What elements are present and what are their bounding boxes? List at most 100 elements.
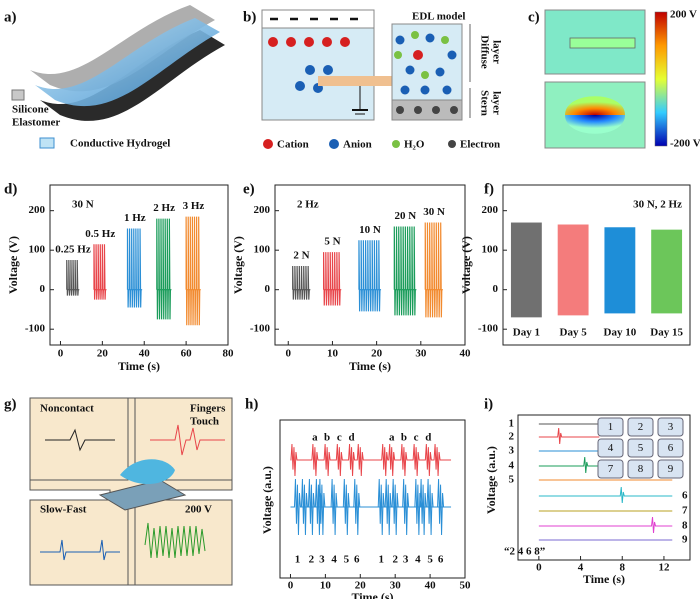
application-illustration [29, 397, 233, 586]
key [597, 438, 624, 458]
key-label: 2 [638, 421, 644, 433]
key-label: 1 [608, 421, 614, 433]
key [627, 459, 654, 479]
key [597, 459, 624, 479]
key-trace [538, 456, 600, 474]
voltage-burst [604, 227, 636, 314]
plot-frame [274, 184, 466, 346]
voltage-burst [510, 222, 542, 318]
panel-label: a) [4, 9, 17, 25]
hydrogel-illustration [30, 5, 225, 121]
x-tick-label: 20 [355, 580, 367, 592]
plot-frame [279, 419, 466, 579]
legend-label: Anion [343, 139, 372, 151]
x-tick-label: 0 [58, 348, 64, 360]
voltage-burst [185, 216, 201, 326]
key [657, 438, 684, 458]
x-tick-label: 40 [460, 348, 472, 360]
burst-label: 0.5 Hz [85, 228, 115, 240]
x-axis-label: Time (s) [349, 359, 391, 373]
key-letter: d [425, 432, 431, 444]
signal-trace [290, 443, 452, 477]
voltage-burst [424, 222, 443, 318]
x-tick-label: 8 [619, 562, 625, 574]
x-tick-label: 10 [327, 348, 339, 360]
key-label: 7 [608, 463, 614, 475]
burst-label: 2 N [293, 250, 309, 262]
voltage-burst [66, 260, 80, 296]
panel-label: f) [484, 181, 494, 197]
panel-label: d) [4, 181, 17, 197]
x-tick-label: 50 [460, 580, 472, 592]
annotation: 2 Hz [297, 199, 319, 211]
key-label: 5 [638, 442, 644, 454]
silicone-label: Elastomer [12, 117, 60, 129]
x-axis-label: Time (s) [583, 572, 625, 586]
slowfast-label: Slow-Fast [40, 504, 87, 516]
key-label: 6 [668, 442, 674, 454]
key-number: 2 [309, 554, 315, 566]
key-label: 4 [608, 442, 614, 454]
key-letter: c [337, 432, 342, 444]
row-label: 3 [509, 445, 515, 457]
x-tick-label: 0 [536, 562, 542, 574]
x-tick-label: 4 [578, 562, 584, 574]
y-tick-label: 100 [482, 244, 499, 256]
diffuse-label: Diffuse [478, 35, 490, 69]
voltage-burst [323, 252, 342, 306]
y-axis-label: Voltage (V) [459, 236, 473, 294]
hydrogel-icon [39, 137, 55, 149]
row-label: 7 [682, 505, 688, 517]
y-axis-label: Voltage (V) [231, 236, 245, 294]
voltage-burst [358, 240, 382, 312]
row-label: 8 [682, 520, 688, 532]
annotation: 30 N, 2 Hz [633, 199, 682, 211]
key-number: 1 [378, 554, 384, 566]
key-trace [538, 486, 673, 504]
signal-trace [290, 478, 452, 536]
legend-icons [263, 139, 456, 149]
voltage-burst [126, 228, 143, 308]
key-letter: b [324, 432, 330, 444]
stern-label: Stern [478, 90, 490, 116]
x-tick-label: 12 [658, 562, 670, 574]
caption: “2 4 6 8” [504, 546, 545, 558]
burst-label: 20 N [394, 210, 416, 222]
touch-label: Fingers [190, 403, 226, 415]
panel-label: h) [245, 396, 258, 412]
key-number: 3 [319, 554, 325, 566]
plot-frame [517, 414, 691, 561]
y-tick-label: 100 [29, 244, 46, 256]
x-tick-label: Day 15 [650, 327, 683, 339]
y-tick-label: 0 [493, 283, 499, 295]
key [627, 438, 654, 458]
panel-label: g) [4, 396, 17, 412]
key-letter: c [414, 432, 419, 444]
x-axis-label: Time (s) [118, 359, 160, 373]
voltage-burst [393, 226, 417, 316]
silicone-icon [11, 89, 25, 101]
key [657, 417, 684, 437]
key-number: 5 [344, 554, 350, 566]
burst-label: 3 Hz [183, 200, 205, 212]
x-tick-label: 60 [181, 348, 193, 360]
key-trace [538, 516, 673, 534]
key-number: 4 [415, 554, 421, 566]
plot-frame [49, 184, 229, 346]
noncontact-label: Noncontact [40, 403, 94, 415]
burst-label: 30 N [423, 206, 445, 218]
x-axis-label: Time (s) [351, 590, 393, 599]
row-label: 4 [509, 460, 515, 472]
burst-label: 5 N [324, 236, 340, 248]
hydrogel-label: Conductive Hydrogel [70, 138, 170, 150]
voltage-burst [93, 244, 107, 300]
silicone-label: Silicone [12, 104, 49, 116]
annotation: 30 N [72, 199, 94, 211]
x-tick-label: 40 [425, 580, 437, 592]
touch-label: Touch [190, 416, 219, 428]
voltage-label: 200 V [185, 504, 212, 516]
key-number: 6 [354, 554, 360, 566]
burst-label: 10 N [359, 224, 381, 236]
key-letter: b [401, 432, 407, 444]
